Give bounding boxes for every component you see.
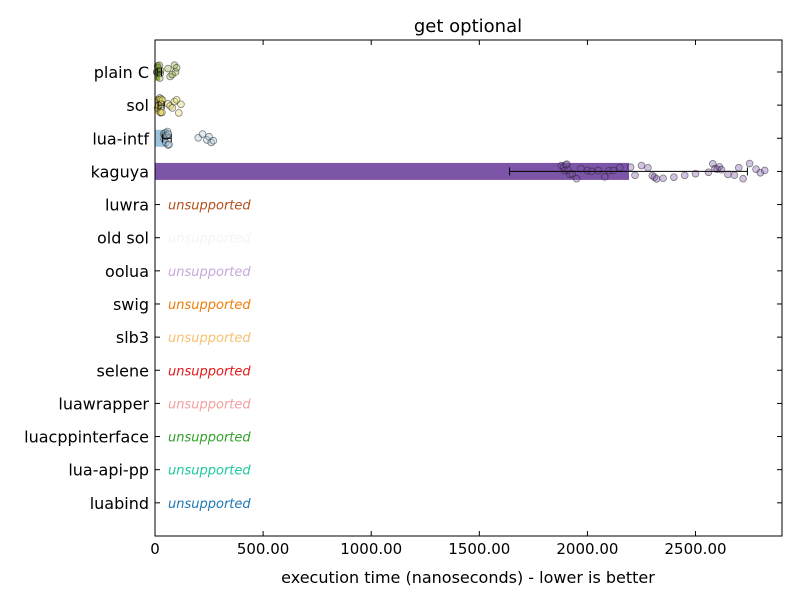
x-tick-label: 500.00	[237, 540, 290, 558]
sample-point	[730, 171, 739, 180]
sample-point	[670, 173, 678, 181]
sample-point	[745, 159, 754, 168]
unsupported-label: unsupported	[168, 232, 251, 247]
y-tick-label: kaguya	[91, 162, 149, 181]
y-tick-label: swig	[113, 295, 149, 314]
sample-point	[572, 174, 581, 183]
unsupported-label: unsupported	[168, 298, 251, 313]
unsupported-label: unsupported	[168, 397, 251, 412]
unsupported-label: unsupported	[168, 364, 251, 379]
y-tick-label: sol	[126, 96, 149, 115]
y-tick-label: luacppinterface	[24, 428, 149, 447]
y-tick-label: oolua	[105, 262, 149, 281]
unsupported-label: unsupported	[168, 497, 251, 512]
y-tick-label: selene	[97, 361, 149, 380]
unsupported-label: unsupported	[168, 265, 251, 280]
sample-point	[691, 169, 700, 178]
sample-point	[626, 163, 635, 172]
sample-point	[717, 165, 726, 174]
sample-point	[724, 170, 732, 179]
sample-point	[739, 174, 747, 183]
unsupported-label: unsupported	[168, 331, 251, 346]
unsupported-label: unsupported	[168, 464, 251, 479]
y-tick-label: slb3	[116, 328, 149, 347]
sample-point	[631, 171, 639, 180]
x-tick-label: 0	[150, 540, 160, 558]
sample-point	[164, 130, 173, 138]
x-tick-label: 1500.00	[448, 540, 510, 558]
sample-point	[756, 168, 765, 177]
sample-point	[680, 171, 689, 180]
y-tick-label: luawrapper	[58, 394, 149, 413]
sample-point	[198, 130, 207, 138]
chart-title: get optional	[414, 16, 522, 37]
sample-point	[594, 166, 603, 175]
sample-point	[209, 136, 218, 145]
sample-point	[156, 66, 165, 75]
y-tick-label: old sol	[97, 229, 149, 248]
y-tick-label: luwra	[105, 196, 149, 215]
plot-layer: plain C sol lua-intf kaguya luwra unsupported…	[24, 40, 782, 558]
sample-point	[609, 166, 618, 175]
sample-point	[637, 161, 646, 170]
sample-point	[164, 64, 172, 73]
sample-point	[704, 168, 713, 177]
sample-point	[177, 100, 185, 109]
sample-point	[563, 160, 571, 168]
sample-point	[734, 163, 743, 172]
sample-point	[600, 173, 609, 181]
sample-point	[644, 163, 652, 172]
unsupported-label: unsupported	[168, 199, 251, 214]
plot-frame	[154, 39, 783, 537]
unsupported-label: unsupported	[168, 431, 251, 446]
sample-point	[165, 140, 173, 149]
x-axis-label: execution time (nanoseconds) - lower is …	[281, 568, 655, 587]
sample-point	[168, 104, 177, 112]
sample-point	[760, 166, 769, 175]
y-tick-label: lua-intf	[92, 129, 149, 148]
x-tick-label: 2000.00	[556, 540, 618, 558]
y-tick-label: lua-api-pp	[68, 461, 149, 480]
sample-point	[652, 175, 661, 183]
sample-point	[174, 109, 183, 117]
sample-point	[616, 163, 624, 172]
y-tick-label: luabind	[90, 494, 149, 513]
sample-point	[568, 169, 577, 178]
y-tick-label: plain C	[94, 63, 149, 82]
x-tick-label: 1000.00	[340, 540, 402, 558]
sample-point	[158, 108, 166, 117]
x-tick-label: 2500.00	[665, 540, 727, 558]
sample-point	[172, 63, 181, 72]
sample-point	[659, 174, 667, 183]
